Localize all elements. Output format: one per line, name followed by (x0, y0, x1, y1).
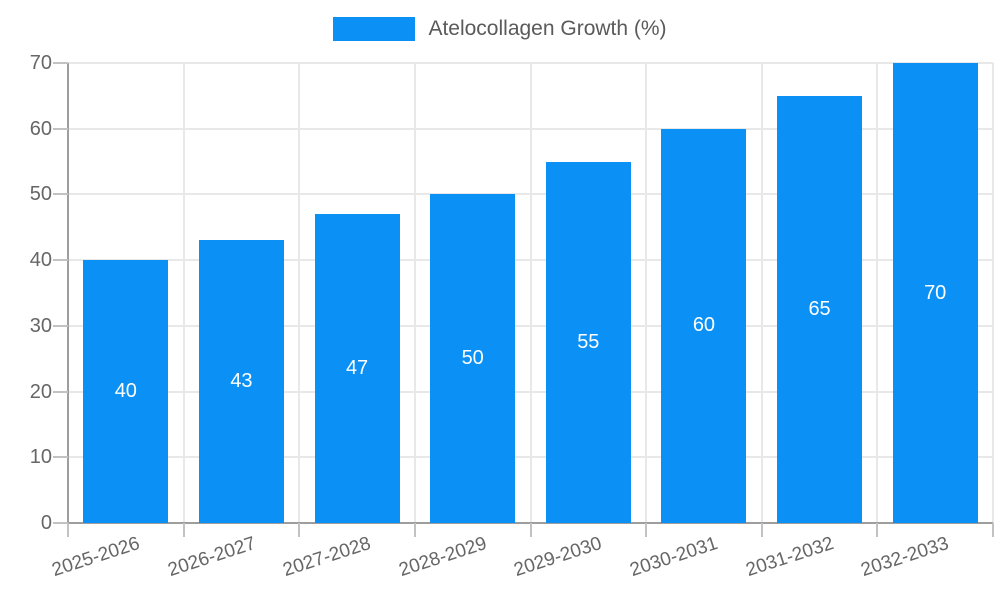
bar[interactable]: 70 (892, 63, 978, 523)
x-axis-tick-label: 2031-2032 (743, 533, 837, 582)
bar-value-label: 70 (924, 281, 947, 304)
vertical-gridline (298, 63, 301, 523)
bar-value-label: 55 (577, 330, 600, 353)
x-axis-tick-label: 2027-2028 (280, 533, 374, 582)
x-axis-tick-label: 2026-2027 (165, 533, 258, 582)
x-axis-tick (992, 523, 994, 537)
y-axis-tick (53, 62, 68, 64)
y-axis-tick-label: 50 (29, 183, 52, 206)
bar-value-label: 60 (692, 314, 716, 337)
vertical-gridline (529, 63, 532, 523)
legend: Atelocollagen Growth (%) (0, 17, 1000, 41)
bar[interactable]: 60 (661, 128, 747, 523)
x-axis-tick (760, 523, 763, 537)
y-axis-tick (53, 456, 68, 459)
bar[interactable]: 43 (198, 240, 284, 523)
bar[interactable]: 47 (314, 214, 400, 523)
x-axis-tick-label: 2029-2030 (511, 533, 605, 582)
bar[interactable]: 40 (83, 260, 169, 523)
bar-value-label: 40 (114, 380, 137, 403)
legend-swatch (333, 17, 416, 41)
y-axis-tick-label: 70 (29, 52, 52, 74)
legend-item[interactable]: Atelocollagen Growth (%) (333, 17, 667, 41)
x-axis-tick-label: 2028-2029 (396, 533, 490, 582)
y-axis-tick-label: 40 (29, 249, 52, 272)
y-axis-tick-label: 30 (29, 314, 52, 337)
x-axis-tick-label: 2030-2031 (627, 533, 721, 582)
bar-value-label: 47 (345, 357, 369, 380)
x-axis-tick (182, 523, 185, 537)
bar-value-label: 50 (461, 347, 484, 370)
y-axis-tick (53, 193, 68, 196)
x-axis-tick (298, 523, 301, 537)
x-axis-tick-label: 2025-2026 (49, 533, 143, 582)
bar[interactable]: 55 (545, 161, 631, 523)
x-axis-tick (876, 523, 879, 537)
bar-value-label: 43 (230, 370, 253, 393)
y-axis-tick (53, 259, 68, 262)
x-axis-tick (67, 523, 69, 537)
y-axis-tick-label: 20 (29, 380, 52, 403)
y-axis-tick (53, 390, 68, 393)
bar-value-label: 65 (808, 297, 831, 320)
legend-label: Atelocollagen Growth (%) (428, 17, 667, 40)
x-axis-tick (413, 523, 416, 537)
vertical-gridline (645, 63, 648, 523)
y-axis-tick-label: 10 (29, 446, 52, 469)
y-axis-line (67, 63, 69, 531)
vertical-gridline (992, 63, 994, 523)
y-axis-tick (53, 522, 68, 524)
x-axis-tick-label: 2032-2033 (858, 533, 952, 582)
vertical-gridline (760, 63, 763, 523)
vertical-gridline (876, 63, 879, 523)
vertical-gridline (182, 63, 185, 523)
bar[interactable]: 50 (430, 194, 516, 523)
y-axis-tick (53, 127, 68, 130)
bar[interactable]: 65 (777, 95, 863, 523)
y-axis-tick-label: 0 (40, 512, 52, 534)
vertical-gridline (413, 63, 416, 523)
x-axis-tick (529, 523, 532, 537)
y-axis-tick-label: 60 (29, 117, 52, 140)
y-axis-tick (53, 324, 68, 327)
x-axis-tick (645, 523, 648, 537)
